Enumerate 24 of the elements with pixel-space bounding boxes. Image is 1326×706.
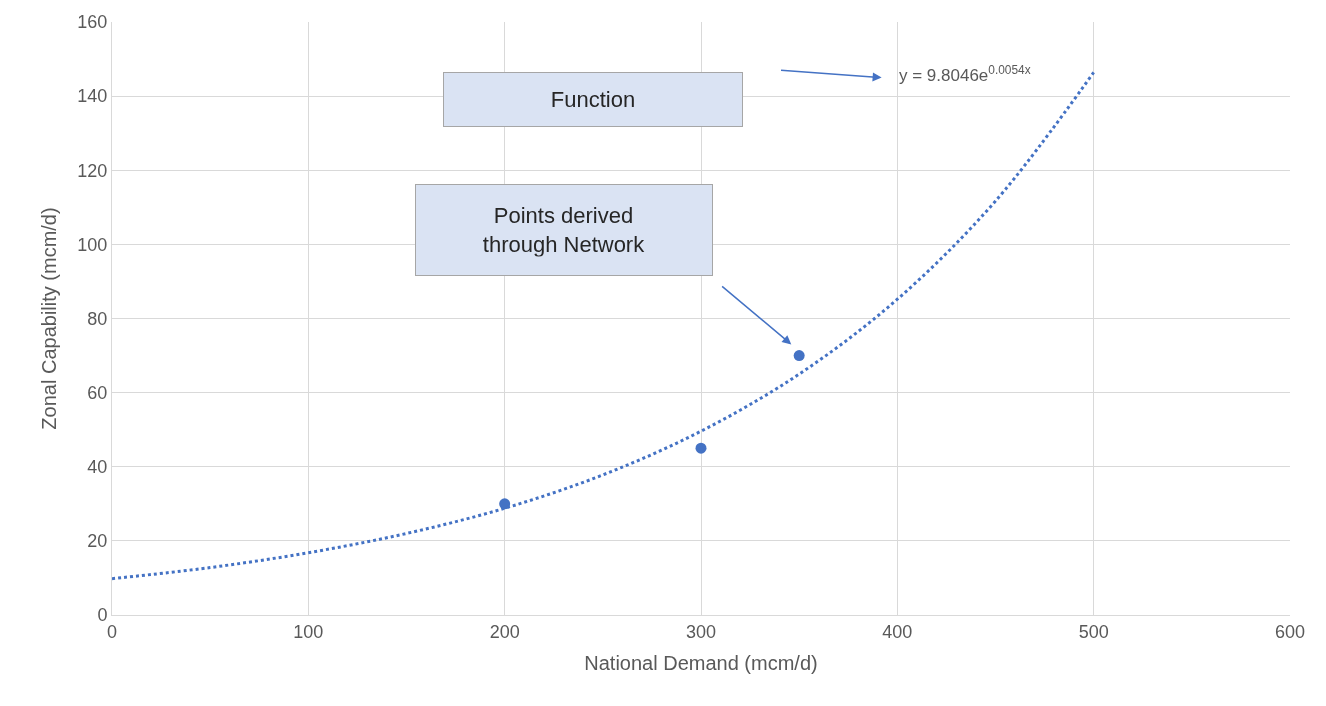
x-axis-title: National Demand (mcm/d) xyxy=(584,652,818,675)
x-tick-label: 100 xyxy=(293,621,324,642)
annotation: y = 9.8046e$^{0.0054x}$ xyxy=(899,63,1031,86)
y-tick-label: 160 xyxy=(77,12,108,33)
point xyxy=(695,442,707,454)
x-tick-label: 300 xyxy=(685,621,717,642)
x-tick-label: 200 xyxy=(489,621,520,642)
picture-textbox: Points derived through Network xyxy=(415,184,713,276)
x-tick-label: 400 xyxy=(882,621,913,642)
y-tick-label: 140 xyxy=(77,86,108,107)
picture-textbox: Function xyxy=(443,72,743,127)
y-tick-label: 40 xyxy=(87,457,108,478)
annotation: Points derived through Network xyxy=(482,203,646,257)
x-tick-label: 600 xyxy=(1274,621,1306,642)
y-tick-label: 20 xyxy=(87,531,108,552)
y-axis-title: Zonal Capability (mcm/d) xyxy=(37,207,60,430)
y-tick-label: 0 xyxy=(97,605,108,626)
y-tick-label: 80 xyxy=(87,308,108,329)
y-tick-label: 100 xyxy=(77,234,108,255)
y-tick-label: 120 xyxy=(77,160,108,181)
x-tick-label: 500 xyxy=(1078,621,1109,642)
annotation: Function xyxy=(550,87,636,112)
y-tick-label: 60 xyxy=(87,382,108,403)
point xyxy=(793,350,805,362)
